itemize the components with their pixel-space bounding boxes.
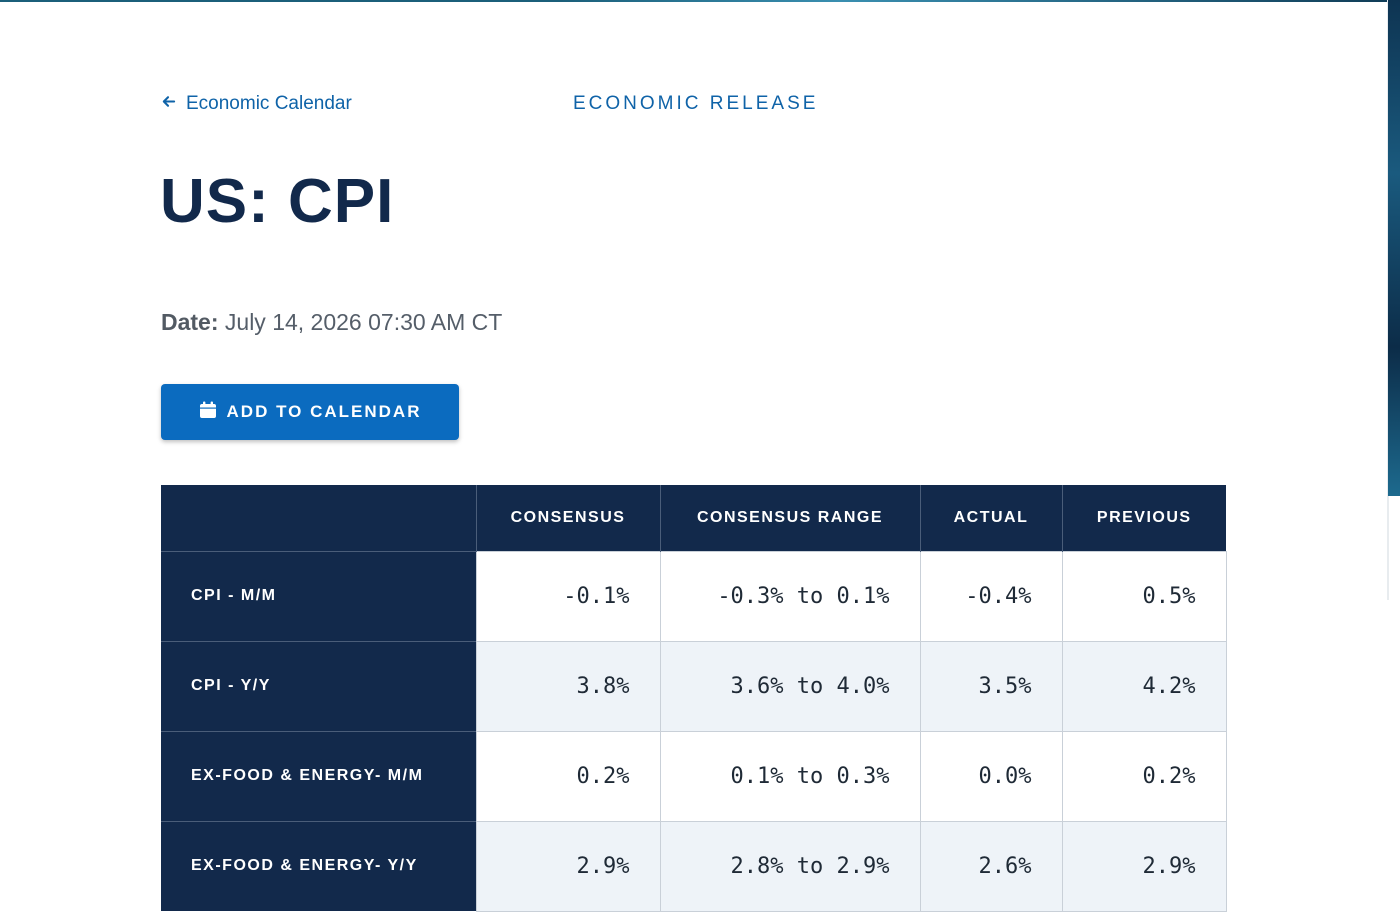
previous-cell: 0.5% [1061, 550, 1227, 642]
release-date: Date: July 14, 2026 07:30 AM CT [161, 309, 502, 336]
release-data-table: CONSENSUS CONSENSUS RANGE ACTUAL PREVIOU… [161, 485, 1227, 912]
actual-cell: 2.6% [919, 820, 1063, 912]
consensus-range-cell: 2.8% to 2.9% [659, 820, 921, 912]
previous-cell: 2.9% [1061, 820, 1227, 912]
page-title: US: CPI [160, 167, 395, 236]
table-row: EX-FOOD & ENERGY- M/M 0.2% 0.1% to 0.3% … [161, 730, 1227, 822]
consensus-cell: 3.8% [475, 640, 661, 732]
header-consensus-range: CONSENSUS RANGE [659, 485, 920, 551]
row-label: CPI - Y/Y [161, 640, 476, 731]
top-border-strip [0, 0, 1400, 2]
actual-cell: 3.5% [919, 640, 1063, 732]
table-row: CPI - Y/Y 3.8% 3.6% to 4.0% 3.5% 4.2% [161, 640, 1227, 732]
previous-cell: 4.2% [1061, 640, 1227, 732]
header-actual: ACTUAL [919, 485, 1062, 551]
row-label: CPI - M/M [161, 550, 476, 641]
header-consensus: CONSENSUS [475, 485, 660, 551]
previous-cell: 0.2% [1061, 730, 1227, 822]
section-eyebrow: ECONOMIC RELEASE [573, 93, 819, 114]
row-label: EX-FOOD & ENERGY- M/M [161, 730, 476, 821]
add-to-calendar-button[interactable]: ADD TO CALENDAR [161, 384, 459, 440]
row-label: EX-FOOD & ENERGY- Y/Y [161, 820, 476, 911]
back-to-economic-calendar-link[interactable]: Economic Calendar [161, 93, 352, 115]
consensus-cell: 2.9% [475, 820, 661, 912]
back-link-label: Economic Calendar [186, 93, 352, 114]
table-row: CPI - M/M -0.1% -0.3% to 0.1% -0.4% 0.5% [161, 550, 1227, 642]
table-header-row: CONSENSUS CONSENSUS RANGE ACTUAL PREVIOU… [161, 485, 1226, 551]
consensus-range-cell: 0.1% to 0.3% [659, 730, 921, 822]
date-value: July 14, 2026 07:30 AM CT [224, 309, 503, 335]
header-previous: PREVIOUS [1061, 485, 1226, 551]
add-to-calendar-label: ADD TO CALENDAR [226, 402, 422, 421]
date-label: Date: [161, 309, 219, 335]
consensus-range-cell: -0.3% to 0.1% [659, 550, 921, 642]
arrow-left-icon [161, 93, 176, 115]
actual-cell: -0.4% [919, 550, 1063, 642]
consensus-cell: -0.1% [475, 550, 661, 642]
header-corner [161, 485, 476, 551]
consensus-cell: 0.2% [475, 730, 661, 822]
actual-cell: 0.0% [919, 730, 1063, 822]
calendar-icon [199, 401, 217, 424]
side-decorative-panel [1388, 0, 1400, 496]
consensus-range-cell: 3.6% to 4.0% [659, 640, 921, 732]
table-row: EX-FOOD & ENERGY- Y/Y 2.9% 2.8% to 2.9% … [161, 820, 1227, 912]
